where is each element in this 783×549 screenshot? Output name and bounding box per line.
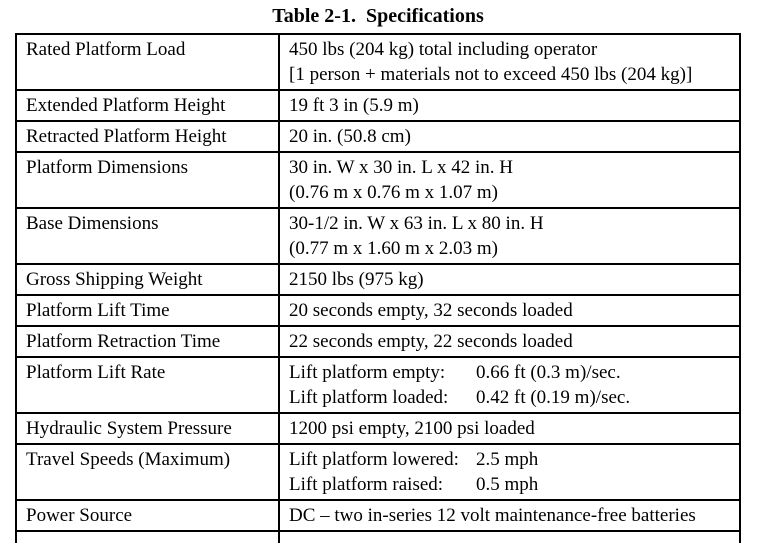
table-row: Retracted Platform Height 20 in. (50.8 cm… [15, 122, 741, 153]
table-row: Power Source DC – two in-series 12 volt m… [15, 501, 741, 532]
spec-sub-label: Lift platform loaded: [289, 387, 449, 408]
spec-value-cell: 20 in. (50.8 cm) [280, 122, 741, 151]
spec-value-line: 1200 psi empty, 2100 psi loaded [289, 418, 535, 439]
spec-value-cell: 30 in. W x 30 in. L x 42 in. H (0.76 m x … [280, 153, 741, 207]
spec-value-line: 20 seconds empty, 32 seconds loaded [289, 300, 573, 321]
table-title: Table 2-1. Specifications [272, 5, 484, 27]
spec-name-cell: Platform Lift Rate [15, 358, 280, 412]
spec-sub-label: Lift platform lowered: [289, 449, 459, 470]
spec-value-line: 30 in. W x 30 in. L x 42 in. H [289, 157, 513, 178]
spec-name-cell: Extended Platform Height [15, 91, 280, 120]
table-row: Gross Shipping Weight 2150 lbs (975 kg) [15, 265, 741, 296]
table-row: Platform Lift Rate Lift platform empty: 0.… [15, 358, 741, 414]
table-row: Base Dimensions 30-1/2 in. W x 63 in. L x… [15, 209, 741, 265]
spec-name-cell: Platform Dimensions [15, 153, 280, 207]
spec-value-line: (0.77 m x 1.60 m x 2.03 m) [289, 238, 498, 259]
table-row: Platform Retraction Time 22 seconds empty… [15, 327, 741, 358]
spec-value-cell: 30-1/2 in. W x 63 in. L x 80 in. H (0.77 … [280, 209, 741, 263]
spec-name-cell: Power Source [15, 501, 280, 530]
spec-value-cell: 2150 lbs (975 kg) [280, 265, 741, 294]
spec-name-cell: Retracted Platform Height [15, 122, 280, 151]
spec-value-cell: 19 ft 3 in (5.9 m) [280, 91, 741, 120]
table-row: Platform Lift Time 20 seconds empty, 32 s… [15, 296, 741, 327]
spec-sub-value: 0.42 ft (0.19 m)/sec. [476, 387, 631, 408]
table-row: Hydraulic System Pressure 1200 psi empty,… [15, 414, 741, 445]
spec-sub-value: 0.5 mph [476, 474, 539, 495]
spec-name-cell: Platform Lift Time [15, 296, 280, 325]
spec-name-cell: Platform Retraction Time [15, 327, 280, 356]
table-row: Platform Dimensions 30 in. W x 30 in. L x… [15, 153, 741, 209]
table-row: Extended Platform Height 19 ft 3 in (5.9 … [15, 91, 741, 122]
spec-value-line: 30-1/2 in. W x 63 in. L x 80 in. H [289, 213, 544, 234]
spec-value-line: Lift platform raised: 0.5 mph [289, 472, 733, 497]
spec-value-line: DC – two in-series 12 volt maintenance-f… [289, 505, 696, 526]
spec-name-cell: Base Dimensions [15, 209, 280, 263]
spec-value-line: [1 person + materials not to exceed 450 … [289, 64, 693, 85]
spec-value-cell: 450 lbs (204 kg) total including operato… [280, 35, 741, 89]
table-row: Travel Speeds (Maximum) Lift platform low… [15, 445, 741, 501]
spec-name-cell: Hydraulic System Pressure [15, 414, 280, 443]
spec-value-line: Lift platform empty: 0.66 ft (0.3 m)/sec. [289, 360, 733, 385]
spec-value-cell: 1200 psi empty, 2100 psi loaded [280, 414, 741, 443]
spec-value-cell: 20 seconds empty, 32 seconds loaded [280, 296, 741, 325]
document-page: Table 2-1. Specifications Rated Platform… [0, 4, 783, 549]
table-row: Rated Platform Load 450 lbs (204 kg) tota… [15, 35, 741, 91]
spec-name-cell: Travel Speeds (Maximum) [15, 445, 280, 499]
spec-name-cell [15, 532, 280, 543]
spec-value-line: 19 ft 3 in (5.9 m) [289, 95, 419, 116]
spec-name-cell: Gross Shipping Weight [15, 265, 280, 294]
spec-value-cell [280, 532, 741, 543]
table-cutoff-row [15, 532, 741, 543]
spec-sub-value: 2.5 mph [476, 449, 539, 470]
spec-value-line: 20 in. (50.8 cm) [289, 126, 411, 147]
spec-value-line: 2150 lbs (975 kg) [289, 269, 424, 290]
spec-value-cell: Lift platform lowered: 2.5 mph Lift platfo… [280, 445, 741, 499]
spec-value-line: (0.76 m x 0.76 m x 1.07 m) [289, 182, 498, 203]
spec-value-line: Lift platform loaded: 0.42 ft (0.19 m)/se… [289, 385, 733, 410]
spec-sub-label: Lift platform raised: [289, 474, 444, 495]
spec-value-cell: DC – two in-series 12 volt maintenance-f… [280, 501, 741, 530]
spec-value-line: 22 seconds empty, 22 seconds loaded [289, 331, 573, 352]
spec-sub-value: 0.66 ft (0.3 m)/sec. [476, 362, 621, 383]
spec-sub-label: Lift platform empty: [289, 362, 446, 383]
spec-name-cell: Rated Platform Load [15, 35, 280, 89]
specifications-table: Rated Platform Load 450 lbs (204 kg) tota… [15, 33, 741, 543]
spec-value-cell: Lift platform empty: 0.66 ft (0.3 m)/sec.… [280, 358, 741, 412]
spec-value-line: Lift platform lowered: 2.5 mph [289, 447, 733, 472]
spec-value-cell: 22 seconds empty, 22 seconds loaded [280, 327, 741, 356]
spec-value-line: 450 lbs (204 kg) total including operato… [289, 39, 598, 60]
